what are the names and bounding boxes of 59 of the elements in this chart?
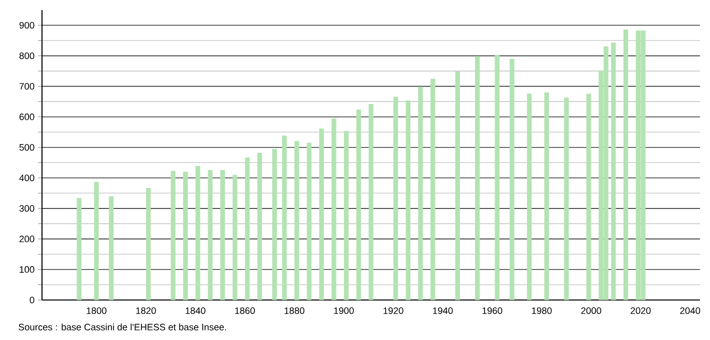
bar (510, 58, 514, 300)
bar (623, 30, 628, 300)
bar (232, 174, 238, 300)
y-tick-label: 900 (19, 22, 34, 29)
x-tick-label: 1940 (433, 307, 453, 314)
bar (108, 196, 114, 300)
bar (611, 42, 616, 300)
bar (544, 92, 549, 300)
x-tick-label: 1900 (334, 307, 354, 314)
y-tick-label: 800 (19, 52, 34, 60)
bar (257, 152, 262, 300)
bar (418, 86, 423, 300)
bar (196, 166, 200, 300)
bar (272, 148, 277, 300)
y-tick-label: 0 (30, 296, 34, 304)
bar (475, 56, 480, 300)
bar (170, 170, 176, 300)
bar (244, 157, 250, 300)
x-tick-label: 1860 (235, 307, 255, 314)
bar (220, 170, 225, 300)
bar (76, 198, 82, 300)
bar (455, 71, 460, 300)
bar (183, 172, 188, 300)
bar (393, 96, 398, 300)
bar (208, 170, 213, 300)
y-tick-label: 300 (19, 205, 34, 212)
bar (294, 140, 300, 300)
y-tick-label: 100 (20, 266, 34, 273)
bar (526, 94, 532, 300)
y-tick-label: 200 (20, 236, 34, 242)
bar (368, 104, 374, 300)
x-tick-label: 1800 (86, 307, 106, 314)
y-tick-label: 700 (20, 83, 34, 90)
bar (430, 78, 436, 300)
bar (494, 54, 500, 300)
y-tick-label: 600 (20, 114, 34, 120)
bar (586, 94, 592, 300)
bar (332, 118, 336, 300)
bar (146, 188, 151, 300)
bar (564, 98, 569, 300)
bar (406, 100, 410, 300)
bar (319, 128, 324, 300)
x-tick-label: 1980 (532, 307, 552, 314)
x-tick-label: 1840 (186, 307, 206, 314)
x-tick-label: 2000 (581, 307, 602, 314)
x-tick-label: 1820 (136, 307, 156, 314)
bar (356, 110, 361, 300)
x-tick-label: 1920 (384, 307, 404, 314)
x-tick-label: 2040 (680, 307, 700, 314)
bar (306, 142, 312, 300)
x-tick-label: 1880 (284, 307, 304, 314)
x-tick-label: 2020 (630, 307, 651, 314)
bar (344, 130, 349, 300)
y-tick-label: 400 (19, 174, 34, 182)
source-note: Sources : base Cassini de l'EHESS et base Insee. (18, 324, 226, 330)
bar (94, 182, 99, 300)
y-tick-label: 500 (19, 144, 34, 151)
x-tick-label: 1960 (482, 307, 502, 314)
bar (282, 135, 287, 300)
